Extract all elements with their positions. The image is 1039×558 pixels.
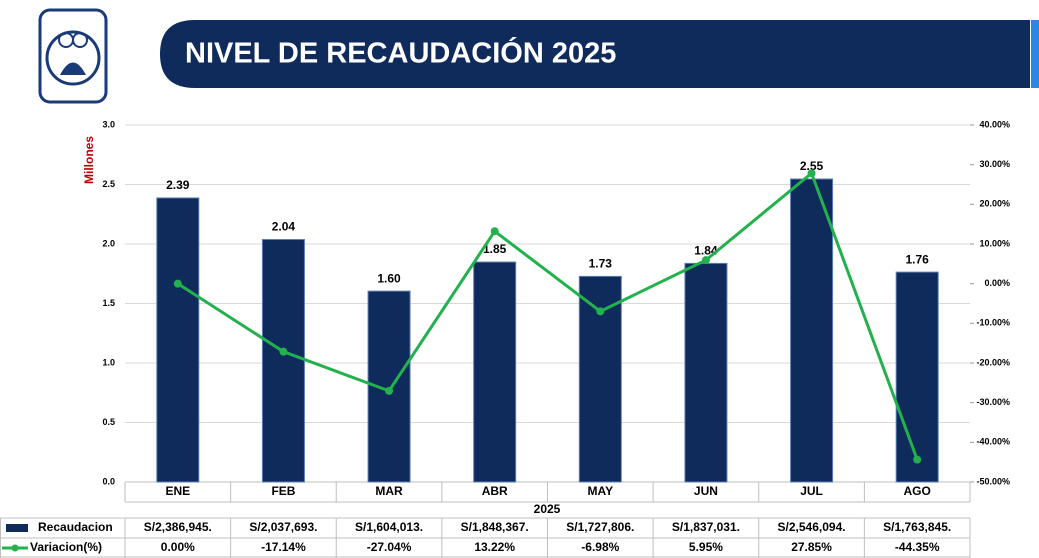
line-marker xyxy=(385,386,394,395)
bar-value-label: 1.85 xyxy=(483,242,507,256)
bar-value-label: 2.55 xyxy=(800,159,824,173)
x-tick-label: FEB xyxy=(271,484,295,498)
table-cell: S/1,848,367. xyxy=(461,520,529,534)
x-tick-label: ABR xyxy=(482,484,508,498)
logo xyxy=(38,8,108,104)
y-tick-label: 0.0 xyxy=(102,476,115,486)
table-cell: S/1,727,806. xyxy=(566,520,634,534)
bar xyxy=(684,262,728,483)
y-tick-label: 2.0 xyxy=(102,238,115,248)
bar xyxy=(156,197,200,483)
x-tick-label: MAY xyxy=(588,484,614,498)
y2-tick-label: -20.00% xyxy=(976,357,1010,367)
legend-label: Variacion(%) xyxy=(30,540,102,554)
y-axis-label: Millones xyxy=(82,136,96,184)
bar-value-label: 1.73 xyxy=(589,257,613,271)
bar xyxy=(790,178,834,483)
banner-accent xyxy=(1031,20,1039,88)
table-cell: S/2,546,094. xyxy=(778,520,846,534)
y2-tick-label: 30.00% xyxy=(979,159,1010,169)
line-marker xyxy=(173,279,182,288)
y2-tick-label: -30.00% xyxy=(976,397,1010,407)
x-tick-label: MAR xyxy=(375,484,403,498)
y2-tick-label: -50.00% xyxy=(976,476,1010,486)
line-marker xyxy=(913,455,922,464)
table-cell: 0.00% xyxy=(161,540,195,554)
table-cell: -17.14% xyxy=(261,540,306,554)
y2-tick-label: 0.00% xyxy=(984,278,1010,288)
table-cell: S/1,763,845. xyxy=(883,520,951,534)
x-axis-label: 2025 xyxy=(534,502,561,516)
table-cell: S/2,037,693. xyxy=(249,520,317,534)
y2-tick-label: 20.00% xyxy=(979,199,1010,209)
legend-swatch xyxy=(11,544,19,552)
x-tick-label: JUL xyxy=(800,484,823,498)
line-marker xyxy=(701,256,710,265)
y2-tick-label: 40.00% xyxy=(979,119,1010,129)
y2-tick-label: 10.00% xyxy=(979,238,1010,248)
legend-label: Recaudacion xyxy=(38,520,113,534)
table-cell: 27.85% xyxy=(791,540,832,554)
table-cell: -27.04% xyxy=(367,540,412,554)
x-tick-label: AGO xyxy=(904,484,931,498)
table-cell: -44.35% xyxy=(895,540,940,554)
bar-value-label: 2.39 xyxy=(166,178,190,192)
bar-value-label: 1.76 xyxy=(906,252,930,266)
line-marker xyxy=(279,347,288,356)
bar-value-label: 1.84 xyxy=(694,244,718,258)
y2-tick-label: -10.00% xyxy=(976,318,1010,328)
bar xyxy=(895,271,939,483)
line xyxy=(177,170,919,461)
line-marker xyxy=(490,227,499,236)
y-tick-label: 1.0 xyxy=(102,357,115,367)
table-cell: -6.98% xyxy=(581,540,619,554)
y2-tick-label: -40.00% xyxy=(976,437,1010,447)
table-cell: 13.22% xyxy=(474,540,515,554)
bar-value-label: 2.04 xyxy=(272,220,296,234)
y-tick-label: 0.5 xyxy=(102,417,115,427)
y-tick-label: 1.5 xyxy=(102,298,115,308)
table-cell: S/1,837,031. xyxy=(672,520,740,534)
y-tick-label: 3.0 xyxy=(102,119,115,129)
y-tick-label: 2.5 xyxy=(102,179,115,189)
x-tick-label: ENE xyxy=(165,484,190,498)
title-banner xyxy=(160,20,1030,88)
table-cell: S/1,604,013. xyxy=(355,520,423,534)
x-tick-label: JUN xyxy=(694,484,718,498)
line-marker xyxy=(807,169,816,178)
line-marker xyxy=(596,307,605,316)
bar xyxy=(473,261,517,483)
bar-value-label: 1.60 xyxy=(377,271,401,285)
table-cell: S/2,386,945. xyxy=(144,520,212,534)
table-cell: 5.95% xyxy=(689,540,723,554)
bar xyxy=(261,239,305,483)
bar xyxy=(578,275,622,483)
legend-swatch xyxy=(6,524,28,532)
chart-title: NIVEL DE RECAUDACIÓN 2025 xyxy=(185,36,616,70)
